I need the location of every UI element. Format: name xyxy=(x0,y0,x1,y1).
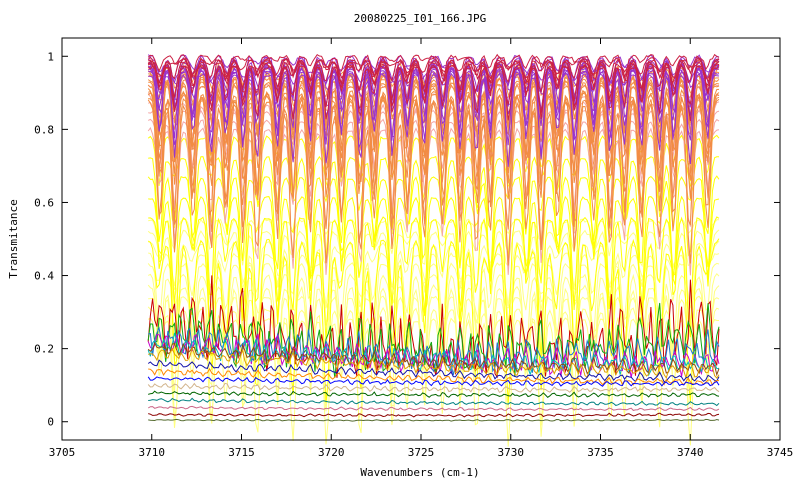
spectrum-series xyxy=(147,405,720,411)
y-axis-label: Transmitance xyxy=(7,199,20,278)
spectrum-series xyxy=(147,359,720,383)
x-tick-label: 3710 xyxy=(139,446,166,459)
y-tick-label: 0.6 xyxy=(34,196,54,209)
spectrum-line xyxy=(147,56,720,90)
spectrum-line xyxy=(147,62,720,113)
spectrum-series xyxy=(147,275,720,379)
spectrum-series xyxy=(148,412,720,418)
spectrum-series xyxy=(148,345,720,380)
y-tick-label: 0.8 xyxy=(34,123,54,136)
spectrum-line xyxy=(147,60,720,105)
y-tick-label: 0.4 xyxy=(34,270,54,283)
x-axis-label: Wavenumbers (cm-1) xyxy=(360,466,479,479)
spectrum-series xyxy=(147,376,720,387)
spectrum-line xyxy=(148,252,720,330)
spectrum-series xyxy=(147,341,720,377)
spectrum-line xyxy=(147,317,719,447)
spectrum-line xyxy=(148,58,720,98)
spectrum-series xyxy=(147,332,720,377)
spectrum-series xyxy=(148,390,720,398)
spectrum-line xyxy=(147,64,720,122)
x-tick-label: 3705 xyxy=(49,446,76,459)
x-axis-ticks: 3705 3710 3715 3720 3725 3730 3735 3740 3745 xyxy=(49,38,794,459)
x-tick-label: 3730 xyxy=(498,446,525,459)
y-tick-label: 0 xyxy=(47,416,54,429)
spectrum-line xyxy=(148,71,720,169)
x-tick-label: 3725 xyxy=(408,446,435,459)
y-axis-ticks: 0 0.2 0.4 0.6 0.8 1 xyxy=(34,50,780,429)
y-tick-label: 0.2 xyxy=(34,343,54,356)
spectrum-line xyxy=(148,64,720,132)
x-tick-label: 3740 xyxy=(677,446,704,459)
x-tick-label: 3720 xyxy=(318,446,345,459)
spectrum-series xyxy=(148,397,720,407)
spectrum-line xyxy=(147,53,720,80)
spectrum-line xyxy=(148,216,720,361)
x-tick-label: 3715 xyxy=(228,446,255,459)
spectrum-line xyxy=(147,98,720,266)
spectrum-line xyxy=(147,284,720,388)
spectrum-line xyxy=(148,66,720,141)
spectrum-line xyxy=(148,80,720,200)
spectrum-line xyxy=(147,62,720,127)
spectrum-line xyxy=(147,229,720,291)
y-tick-label: 1 xyxy=(47,50,54,63)
x-tick-label: 3745 xyxy=(767,446,794,459)
chart-title: 20080225_I01_166.JPG xyxy=(354,12,486,25)
plot-lines xyxy=(147,53,720,447)
spectrum-series xyxy=(148,418,720,422)
x-tick-label: 3735 xyxy=(587,446,614,459)
spectrum-series xyxy=(147,382,720,393)
